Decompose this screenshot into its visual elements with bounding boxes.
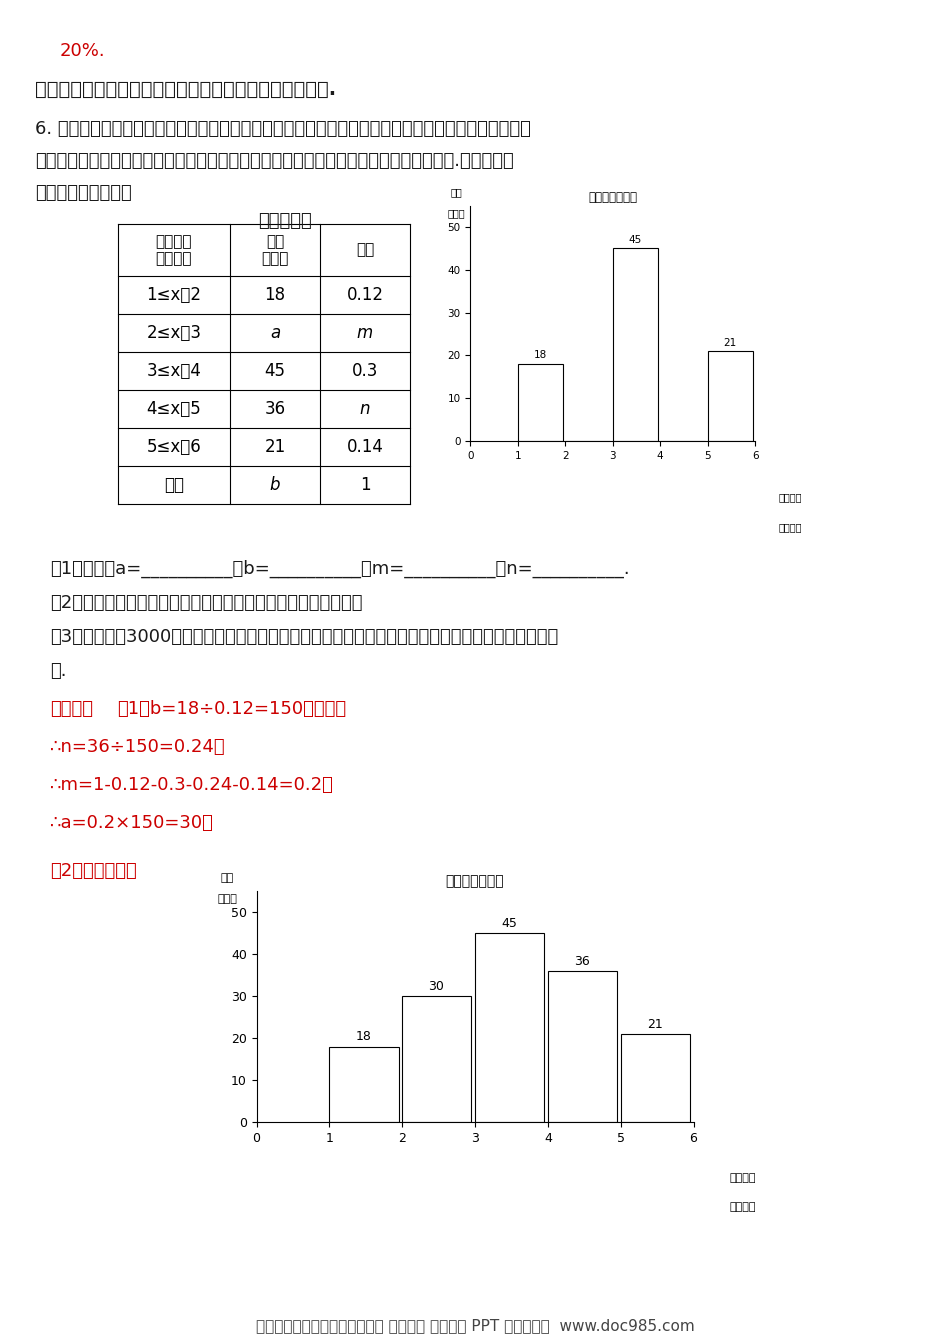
- Text: 0.3: 0.3: [352, 362, 378, 380]
- Text: 21: 21: [264, 438, 286, 456]
- Title: 频数分布直方图: 频数分布直方图: [588, 191, 637, 204]
- Bar: [402, 996, 471, 1122]
- Text: （2）如图所示：: （2）如图所示：: [50, 862, 137, 880]
- Text: 0.14: 0.14: [347, 438, 384, 456]
- Text: 2≤x＜3: 2≤x＜3: [146, 324, 201, 341]
- Text: 45: 45: [629, 235, 641, 245]
- Text: n: n: [360, 401, 370, 418]
- Text: 频数
（人）: 频数 （人）: [261, 234, 289, 266]
- Text: 频率分布表: 频率分布表: [258, 212, 312, 230]
- Text: 阅读时间: 阅读时间: [779, 492, 803, 503]
- Text: 20%.: 20%.: [60, 42, 105, 60]
- Text: 数.: 数.: [50, 663, 67, 680]
- Text: 干名学生，调查他们一周的课外阅读时间，并根据调查结果绘制了如下尚不完整的统计表.根据图表信: 干名学生，调查他们一周的课外阅读时间，并根据调查结果绘制了如下尚不完整的统计表.…: [35, 152, 514, 169]
- Text: 45: 45: [264, 362, 286, 380]
- Text: （1）填空：a=__________；b=__________；m=__________；n=__________.: （1）填空：a=__________；b=__________；m=______…: [50, 560, 630, 578]
- Text: （人）: （人）: [218, 894, 238, 903]
- Text: 4≤x＜5: 4≤x＜5: [146, 401, 201, 418]
- Text: 【解析】: 【解析】: [50, 700, 93, 718]
- Text: 阅读时间: 阅读时间: [730, 1172, 756, 1183]
- Bar: [518, 364, 562, 441]
- Text: 6. 在开展「经典阅读」活动中，某学校为了解全校学生利用课外时间阅读的情况，学校团委随机抒取若: 6. 在开展「经典阅读」活动中，某学校为了解全校学生利用课外时间阅读的情况，学校…: [35, 120, 531, 138]
- Title: 频数分布直方图: 频数分布直方图: [446, 875, 504, 888]
- Bar: [548, 970, 618, 1122]
- Bar: [613, 249, 657, 441]
- Text: 频数: 频数: [220, 872, 234, 883]
- Text: a: a: [270, 324, 280, 341]
- Text: （1）b=18÷0.12=150（人），: （1）b=18÷0.12=150（人），: [117, 700, 346, 718]
- Text: 21: 21: [647, 1017, 663, 1031]
- Text: 5≤x＜6: 5≤x＜6: [146, 438, 201, 456]
- Text: ∴a=0.2×150=30．: ∴a=0.2×150=30．: [50, 814, 214, 832]
- Text: 小学、初中、高中各种试卷真题 知识归纳 文案合同 PPT 等免费下载  www.doc985.com: 小学、初中、高中各种试卷真题 知识归纳 文案合同 PPT 等免费下载 www.d…: [256, 1318, 694, 1333]
- Text: m: m: [357, 324, 373, 341]
- Bar: [475, 933, 544, 1122]
- Text: ∴m=1-0.12-0.3-0.24-0.14=0.2，: ∴m=1-0.12-0.3-0.24-0.14=0.2，: [50, 775, 333, 794]
- Text: 频率: 频率: [356, 242, 374, 258]
- Text: 三、解答题：解答应写出文字说明、证明过程或演算步骤.: 三、解答题：解答应写出文字说明、证明过程或演算步骤.: [35, 81, 336, 99]
- Text: 合计: 合计: [164, 476, 184, 495]
- Text: （小时）: （小时）: [779, 521, 803, 532]
- Text: 18: 18: [355, 1031, 371, 1043]
- Text: 1≤x＜2: 1≤x＜2: [146, 286, 201, 304]
- Text: 30: 30: [428, 980, 445, 993]
- Text: 45: 45: [502, 917, 517, 930]
- Text: （3）若该校嘱3000名学生，请根据上述调查结果，估算该校学生一周的课外阅读时间不足三小时的人: （3）若该校嘱3000名学生，请根据上述调查结果，估算该校学生一周的课外阅读时间…: [50, 628, 559, 646]
- Text: 息，解答下列问题：: 息，解答下列问题：: [35, 184, 132, 202]
- Bar: [708, 351, 752, 441]
- Text: 0.12: 0.12: [347, 286, 384, 304]
- Text: 18: 18: [264, 286, 286, 304]
- Text: 36: 36: [574, 954, 590, 968]
- Text: （人）: （人）: [447, 208, 465, 219]
- Text: （小时）: （小时）: [730, 1202, 756, 1212]
- Text: ∴n=36÷150=0.24，: ∴n=36÷150=0.24，: [50, 738, 226, 755]
- Text: 3≤x＜4: 3≤x＜4: [146, 362, 201, 380]
- Text: （2）将频数分布直方图补充完整（画图后请标注相应的频数）；: （2）将频数分布直方图补充完整（画图后请标注相应的频数）；: [50, 594, 363, 612]
- Bar: [620, 1034, 690, 1122]
- Text: b: b: [270, 476, 280, 495]
- Text: 21: 21: [724, 337, 736, 348]
- Text: 频数: 频数: [450, 187, 462, 198]
- Text: 阅读时间
（小时）: 阅读时间 （小时）: [156, 234, 192, 266]
- Text: 1: 1: [360, 476, 370, 495]
- Text: 36: 36: [264, 401, 286, 418]
- Bar: [330, 1047, 399, 1122]
- Text: 18: 18: [534, 351, 546, 360]
